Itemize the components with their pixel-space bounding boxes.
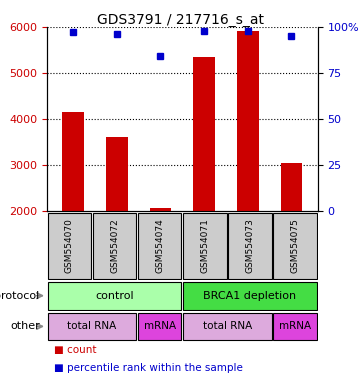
Text: total RNA: total RNA [68, 321, 117, 331]
Bar [237, 31, 259, 211]
Text: total RNA: total RNA [203, 321, 252, 331]
FancyBboxPatch shape [48, 313, 136, 340]
FancyBboxPatch shape [183, 213, 227, 279]
FancyBboxPatch shape [48, 282, 182, 310]
Text: GSM554072: GSM554072 [110, 218, 119, 273]
Text: GSM554070: GSM554070 [65, 218, 74, 273]
FancyBboxPatch shape [228, 213, 271, 279]
Text: GSM554073: GSM554073 [245, 218, 255, 273]
FancyBboxPatch shape [93, 213, 136, 279]
Text: GSM554071: GSM554071 [200, 218, 209, 273]
Bar [62, 112, 84, 211]
Text: ■ percentile rank within the sample: ■ percentile rank within the sample [54, 362, 243, 373]
FancyBboxPatch shape [138, 213, 182, 279]
Text: BRCA1 depletion: BRCA1 depletion [204, 291, 296, 301]
Bar [193, 57, 215, 211]
Text: ■ count: ■ count [54, 345, 97, 356]
FancyBboxPatch shape [274, 313, 317, 340]
FancyBboxPatch shape [183, 313, 272, 340]
Bar [280, 163, 303, 211]
FancyBboxPatch shape [183, 282, 317, 310]
FancyBboxPatch shape [138, 313, 182, 340]
FancyBboxPatch shape [274, 213, 317, 279]
Text: GSM554074: GSM554074 [155, 218, 164, 273]
Bar [106, 137, 128, 211]
Text: GDS3791 / 217716_s_at: GDS3791 / 217716_s_at [97, 13, 264, 27]
Bar [149, 207, 171, 211]
FancyBboxPatch shape [48, 213, 91, 279]
Text: mRNA: mRNA [279, 321, 311, 331]
Text: protocol: protocol [0, 291, 40, 301]
Text: control: control [95, 291, 134, 301]
Text: GSM554075: GSM554075 [291, 218, 300, 273]
Text: other: other [10, 321, 40, 331]
Text: mRNA: mRNA [144, 321, 176, 331]
